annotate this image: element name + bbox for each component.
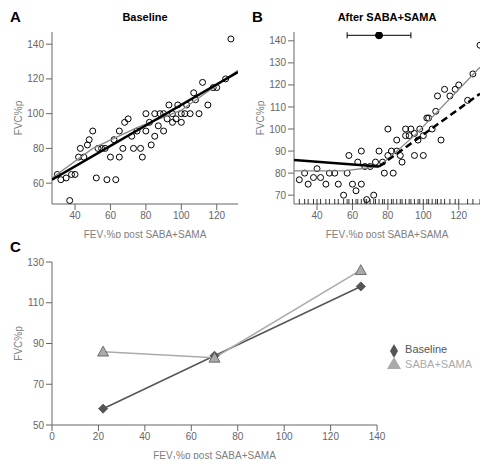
svg-text:120: 120 (269, 79, 286, 90)
svg-text:40: 40 (311, 210, 323, 221)
svg-text:140: 140 (269, 35, 286, 46)
svg-text:60: 60 (33, 178, 45, 189)
svg-text:0: 0 (49, 431, 55, 442)
svg-text:70: 70 (33, 379, 45, 390)
html-text:Baseline: Baseline (405, 343, 448, 356)
svg-text:60: 60 (105, 210, 117, 221)
svg-text:FEV₁%p post SABA+SAMA: FEV₁%p post SABA+SAMA (153, 450, 276, 459)
svg-text:FVC%p: FVC%p (13, 100, 24, 135)
svg-text:80: 80 (232, 431, 244, 442)
html-text:Baseline: Baseline (122, 11, 168, 23)
svg-text:80: 80 (33, 143, 45, 154)
svg-text:110: 110 (28, 297, 44, 308)
svg-text:FVC%p: FVC%p (13, 326, 24, 361)
svg-text:100: 100 (276, 431, 293, 442)
svg-text:40: 40 (139, 431, 151, 442)
svg-text:100: 100 (415, 210, 432, 221)
html-text:After SABA+SAMA: After SABA+SAMA (337, 11, 437, 23)
svg-text:110: 110 (270, 102, 286, 113)
svg-text:80: 80 (275, 168, 287, 179)
html-text:C: C (10, 238, 21, 255)
svg-text:60: 60 (347, 210, 359, 221)
svg-text:80: 80 (382, 210, 394, 221)
svg-text:130: 130 (27, 257, 44, 268)
svg-text:FEV₁%p post SABA+SAMA: FEV₁%p post SABA+SAMA (326, 229, 449, 238)
svg-text:60: 60 (186, 431, 198, 442)
svg-text:140: 140 (369, 431, 386, 442)
svg-text:100: 100 (269, 124, 286, 135)
svg-text:FEV₁%p post SABA+SAMA: FEV₁%p post SABA+SAMA (84, 229, 207, 238)
svg-text:120: 120 (322, 431, 339, 442)
svg-text:130: 130 (269, 57, 286, 68)
html-text:B: B (252, 8, 263, 25)
svg-text:40: 40 (69, 210, 81, 221)
html-text:A: A (10, 8, 21, 25)
svg-text:120: 120 (450, 210, 467, 221)
svg-text:80: 80 (140, 210, 152, 221)
svg-text:20: 20 (93, 431, 105, 442)
svg-text:120: 120 (27, 73, 44, 84)
svg-text:FVC%p: FVC%p (255, 100, 266, 135)
svg-text:140: 140 (27, 39, 44, 50)
svg-text:120: 120 (208, 210, 225, 221)
svg-text:90: 90 (33, 338, 45, 349)
svg-text:90: 90 (275, 146, 287, 157)
svg-text:70: 70 (275, 190, 287, 201)
svg-text:50: 50 (33, 420, 45, 431)
svg-text:100: 100 (27, 108, 44, 119)
svg-text:100: 100 (173, 210, 190, 221)
html-text:SABA+SAMA: SABA+SAMA (405, 357, 472, 370)
